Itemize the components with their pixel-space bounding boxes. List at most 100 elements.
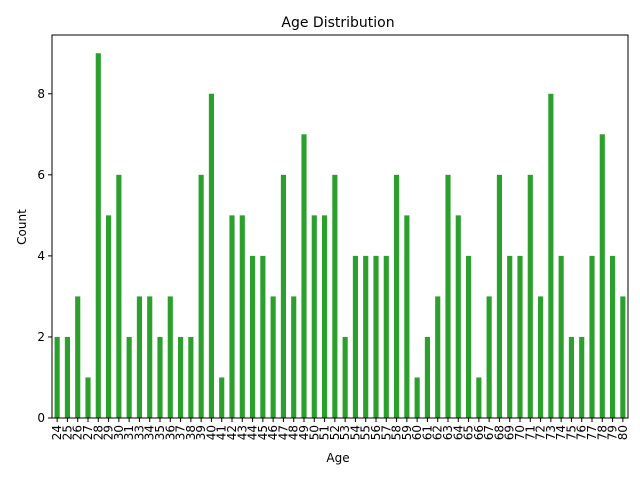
x-tick-label: 69 [503,425,517,440]
x-tick-label: 59 [400,425,414,440]
y-tick-label: 8 [37,87,45,101]
bar [280,174,286,418]
y-tick-label: 0 [37,411,45,425]
bar [568,336,574,418]
bar [466,255,472,418]
bar [219,377,225,418]
y-tick-label: 6 [37,168,45,182]
x-tick-label: 62 [431,425,445,440]
bar [54,336,60,418]
bar [178,336,184,418]
x-tick-label: 65 [462,425,476,440]
bar [250,255,256,418]
bar [424,336,430,418]
x-tick-label: 45 [256,425,270,440]
x-tick-label: 34 [143,425,157,440]
x-tick-label: 60 [410,425,424,440]
x-tick-label: 61 [420,425,434,440]
x-tick-label: 73 [544,425,558,440]
bar [620,296,626,418]
x-tick-label: 54 [348,425,362,440]
bar [167,296,173,418]
x-tick-label: 24 [50,425,64,440]
x-tick-label: 36 [163,425,177,440]
x-tick-label: 49 [297,425,311,440]
bar [136,296,142,418]
bar [239,215,245,418]
bar [404,215,410,418]
bar [414,377,420,418]
x-axis-label: Age [326,451,349,465]
x-tick-label: 51 [318,425,332,440]
x-tick-label: 39 [194,425,208,440]
bar [373,255,379,418]
bar [507,255,513,418]
x-tick-label: 27 [81,425,95,440]
bar [610,255,616,418]
x-tick-label: 40 [204,425,218,440]
x-tick-label: 75 [564,425,578,440]
x-tick-label: 67 [482,425,496,440]
x-tick-label: 31 [122,425,136,440]
y-axis-label: Count [15,209,29,245]
x-tick-label: 76 [575,425,589,440]
bar [208,93,214,418]
bar [476,377,482,418]
bar [64,336,70,418]
plot-frame [51,34,629,419]
bar [342,336,348,418]
bar [188,336,194,418]
x-tick-label: 77 [585,425,599,440]
bar [394,174,400,418]
x-tick-label: 37 [174,425,188,440]
x-tick-label: 80 [616,425,630,440]
y-tick-label: 4 [37,249,45,263]
x-tick-label: 57 [379,425,393,440]
x-tick-label: 50 [307,425,321,440]
bar [455,215,461,418]
bar [558,255,564,418]
x-tick-label: 72 [534,425,548,440]
bar [116,174,122,418]
bar [445,174,451,418]
bar [579,336,585,418]
x-tick-label: 46 [266,425,280,440]
bar [599,134,605,418]
x-tick-label: 35 [153,425,167,440]
bar [95,53,101,418]
bar [229,215,235,418]
bar [383,255,389,418]
bar [291,296,297,418]
x-tick-label: 66 [472,425,486,440]
x-tick-label: 29 [102,425,116,440]
x-tick-label: 26 [71,425,85,440]
bar [157,336,163,418]
x-tick-label: 63 [441,425,455,440]
bar [363,255,369,418]
x-tick-label: 25 [60,425,74,440]
bar [589,255,595,418]
x-tick-label: 47 [276,425,290,440]
bar [517,255,523,418]
bar [332,174,338,418]
x-tick-label: 64 [451,425,465,440]
bar [311,215,317,418]
y-tick-label: 2 [37,330,45,344]
bar [260,255,266,418]
bar [147,296,153,418]
x-tick-label: 71 [523,425,537,440]
bar [270,296,276,418]
bar [352,255,358,418]
bar [198,174,204,418]
bar [301,134,307,418]
x-tick-label: 53 [338,425,352,440]
x-tick-label: 79 [606,425,620,440]
chart-title: Age Distribution [281,15,394,31]
bar [527,174,533,418]
x-tick-label: 55 [359,425,373,440]
bar [486,296,492,418]
x-tick-label: 78 [595,425,609,440]
bar [548,93,554,418]
x-tick-label: 30 [112,425,126,440]
